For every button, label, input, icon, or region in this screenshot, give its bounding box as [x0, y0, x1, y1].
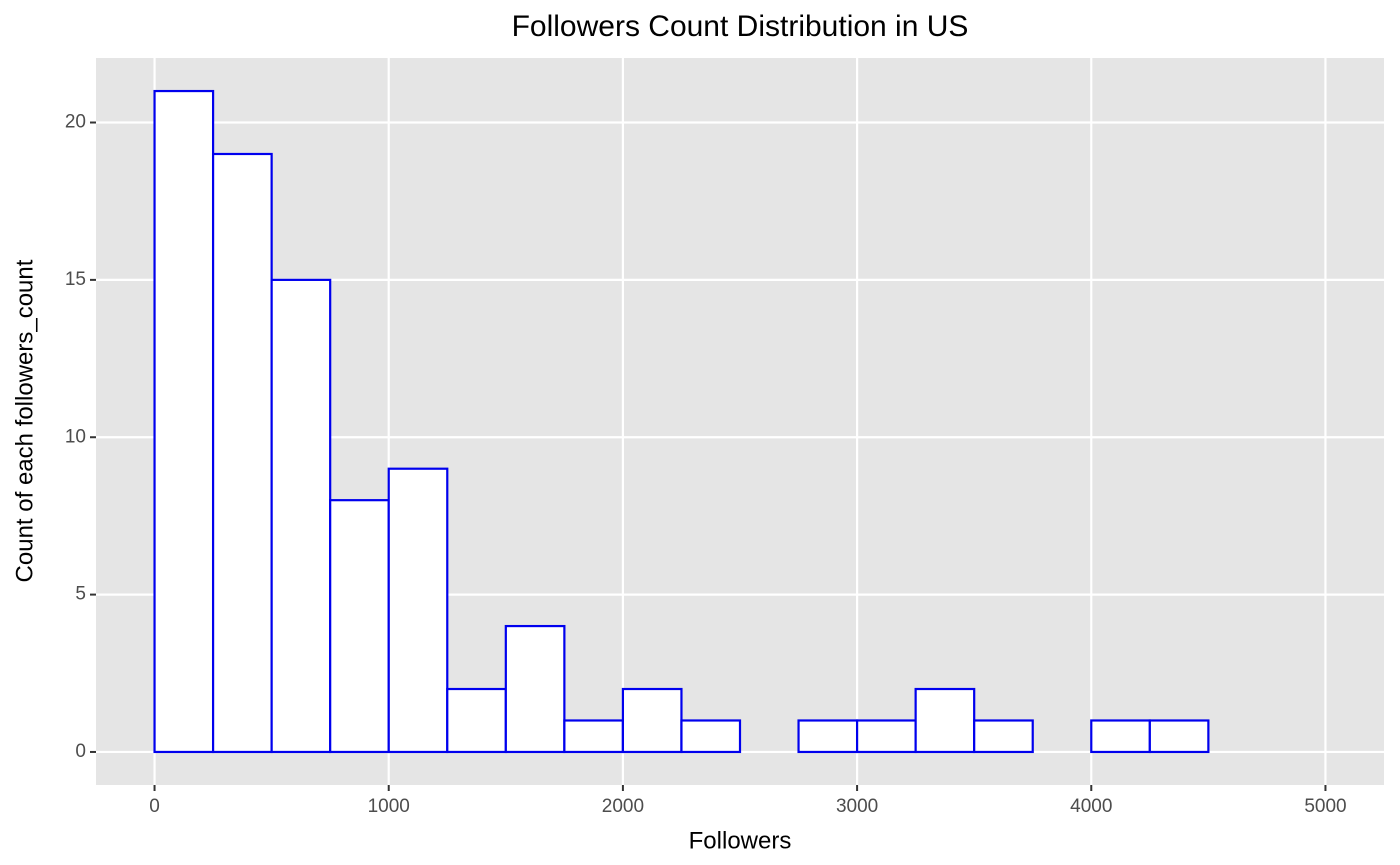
x-tick-label: 3000 — [836, 796, 878, 817]
x-tick-label: 0 — [149, 796, 160, 817]
bar — [329, 499, 390, 754]
bar — [680, 719, 742, 754]
bar — [387, 467, 449, 754]
bar — [504, 624, 566, 754]
y-tick-label: 0 — [75, 741, 86, 762]
x-tick-label: 4000 — [1070, 796, 1112, 817]
y-tick-label: 20 — [65, 112, 86, 133]
bar — [1090, 719, 1151, 754]
bar — [855, 719, 917, 754]
bar — [621, 687, 683, 754]
chart-title: Followers Count Distribution in US — [512, 10, 969, 43]
bar — [973, 719, 1034, 754]
x-tick-label: 1000 — [368, 796, 410, 817]
bar — [914, 687, 976, 754]
y-tick-label: 5 — [75, 584, 86, 605]
bar — [563, 719, 625, 754]
y-axis-title: Count of each followers_count — [11, 259, 38, 582]
x-axis-title: Followers — [689, 827, 792, 854]
bar — [797, 719, 859, 754]
bar — [153, 89, 215, 754]
bar — [270, 278, 332, 754]
x-tick-label: 5000 — [1304, 796, 1346, 817]
x-tick-label: 2000 — [602, 796, 644, 817]
bar — [1148, 719, 1210, 754]
y-tick-label: 15 — [65, 269, 86, 290]
bar — [211, 152, 273, 754]
y-tick-label: 10 — [65, 426, 86, 447]
bar — [446, 687, 507, 754]
